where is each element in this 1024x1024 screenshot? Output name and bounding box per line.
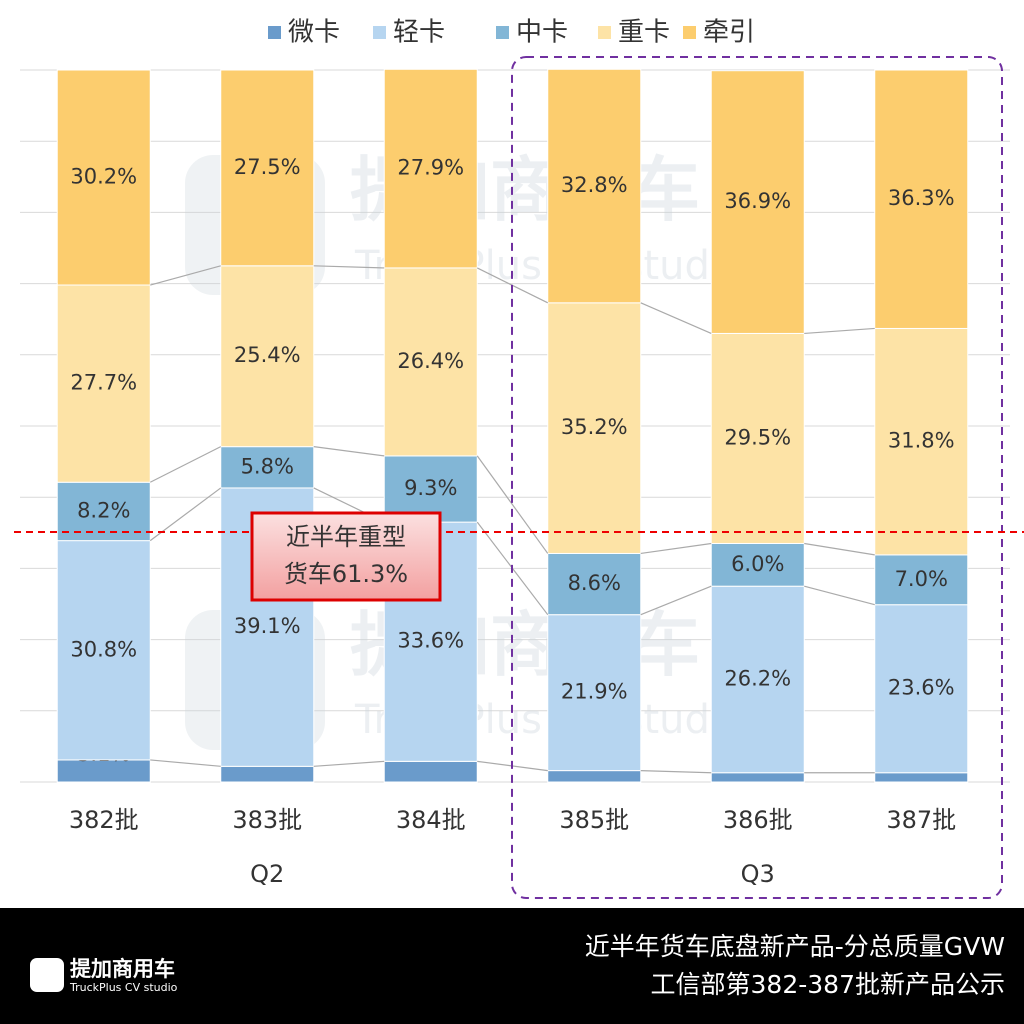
connector-line: [804, 542, 875, 556]
bar-segment: [220, 265, 315, 448]
data-label: 25.4%: [234, 343, 301, 367]
legend-swatch: [373, 26, 386, 39]
legend-label: 牵引: [703, 18, 755, 48]
bar-segment: [383, 267, 478, 457]
footer-band: [0, 908, 1024, 1024]
legend-swatch: [496, 26, 509, 39]
data-label: 5.8%: [241, 454, 294, 478]
x-tick-label: 387批: [886, 806, 956, 834]
data-label: 31.8%: [888, 429, 955, 453]
bar-segment: [220, 69, 315, 267]
data-label: 27.9%: [397, 156, 464, 180]
data-label: 36.9%: [724, 189, 791, 213]
connector-line: [313, 265, 385, 269]
data-label: 9.3%: [404, 476, 457, 500]
x-tick-label: 385批: [559, 806, 629, 834]
data-label: 26.2%: [724, 666, 791, 690]
connector-line: [640, 585, 712, 616]
footer-title: 近半年货车底盘新产品-分总质量GVW: [585, 932, 1005, 961]
data-label: 27.7%: [70, 371, 137, 395]
bar-segment: [710, 585, 805, 774]
bar-segment: [874, 327, 969, 556]
bar-segment: [710, 542, 805, 587]
data-label: 8.6%: [568, 571, 621, 595]
bar-segment: [710, 772, 805, 783]
data-label: 35.2%: [561, 415, 628, 439]
x-tick-label: 386批: [723, 806, 793, 834]
legend-label: 重卡: [618, 18, 670, 48]
bar-segment: [56, 540, 151, 761]
bar-segment: [383, 68, 478, 269]
annotation-box: [250, 511, 442, 602]
data-label: 30.2%: [70, 165, 137, 189]
bar-segment: [547, 68, 642, 304]
x-tick-label: 383批: [232, 806, 302, 834]
connector-line: [640, 770, 712, 774]
group-label: Q3: [741, 860, 775, 888]
connector-line: [640, 302, 712, 334]
data-label: 6.0%: [731, 552, 784, 576]
data-label: 30.8%: [70, 637, 137, 661]
data-label: 36.3%: [888, 186, 955, 210]
annotation: 货车61.3%: [284, 560, 408, 588]
connector-line: [804, 585, 875, 606]
data-label: 21.9%: [561, 680, 628, 704]
connector-line: [149, 446, 222, 483]
legend-label: 微卡: [288, 18, 340, 48]
bar-segment: [220, 765, 315, 783]
group-label: Q2: [250, 860, 284, 888]
logo-icon: [30, 958, 64, 992]
legend-label: 中卡: [516, 18, 568, 48]
bar-segment: [874, 69, 969, 329]
bar-segment: [220, 446, 315, 489]
data-label: 7.0%: [895, 567, 948, 591]
connector-line: [150, 759, 221, 767]
data-label: 8.2%: [77, 498, 130, 522]
data-label: 29.5%: [724, 425, 791, 449]
connector-line: [313, 446, 385, 457]
data-label: 23.6%: [888, 676, 955, 700]
x-tick-label: 384批: [396, 806, 466, 834]
bar-segment: [56, 481, 151, 542]
connector-line: [476, 455, 549, 554]
logo-subtext: TruckPlus CV studio: [69, 981, 178, 994]
bar-segment: [710, 70, 805, 334]
data-label: 33.6%: [397, 629, 464, 653]
bar-segment: [547, 614, 642, 772]
legend-swatch: [598, 26, 611, 39]
data-label: 27.5%: [234, 155, 301, 179]
legend-label: 轻卡: [393, 18, 445, 48]
connector-line: [804, 327, 875, 335]
legend-swatch: [268, 26, 281, 39]
bar-segment: [56, 69, 151, 286]
data-label: 26.4%: [397, 349, 464, 373]
bar-segment: [547, 302, 642, 554]
bar-segment: [874, 772, 969, 783]
annotation: 近半年重型: [286, 523, 406, 551]
connector-line: [150, 265, 221, 286]
footer-subtitle: 工信部第382-387批新产品公示: [651, 970, 1005, 999]
x-tick-label: 382批: [69, 806, 139, 834]
data-label: 32.8%: [561, 173, 628, 197]
connector-line: [640, 542, 712, 555]
group-highlight: [511, 56, 1003, 899]
logo-text: 提加商用车: [70, 957, 175, 981]
data-label: 39.1%: [234, 614, 301, 638]
connector-line: [313, 760, 385, 767]
legend-swatch: [683, 26, 696, 39]
bar-segment: [547, 770, 642, 783]
